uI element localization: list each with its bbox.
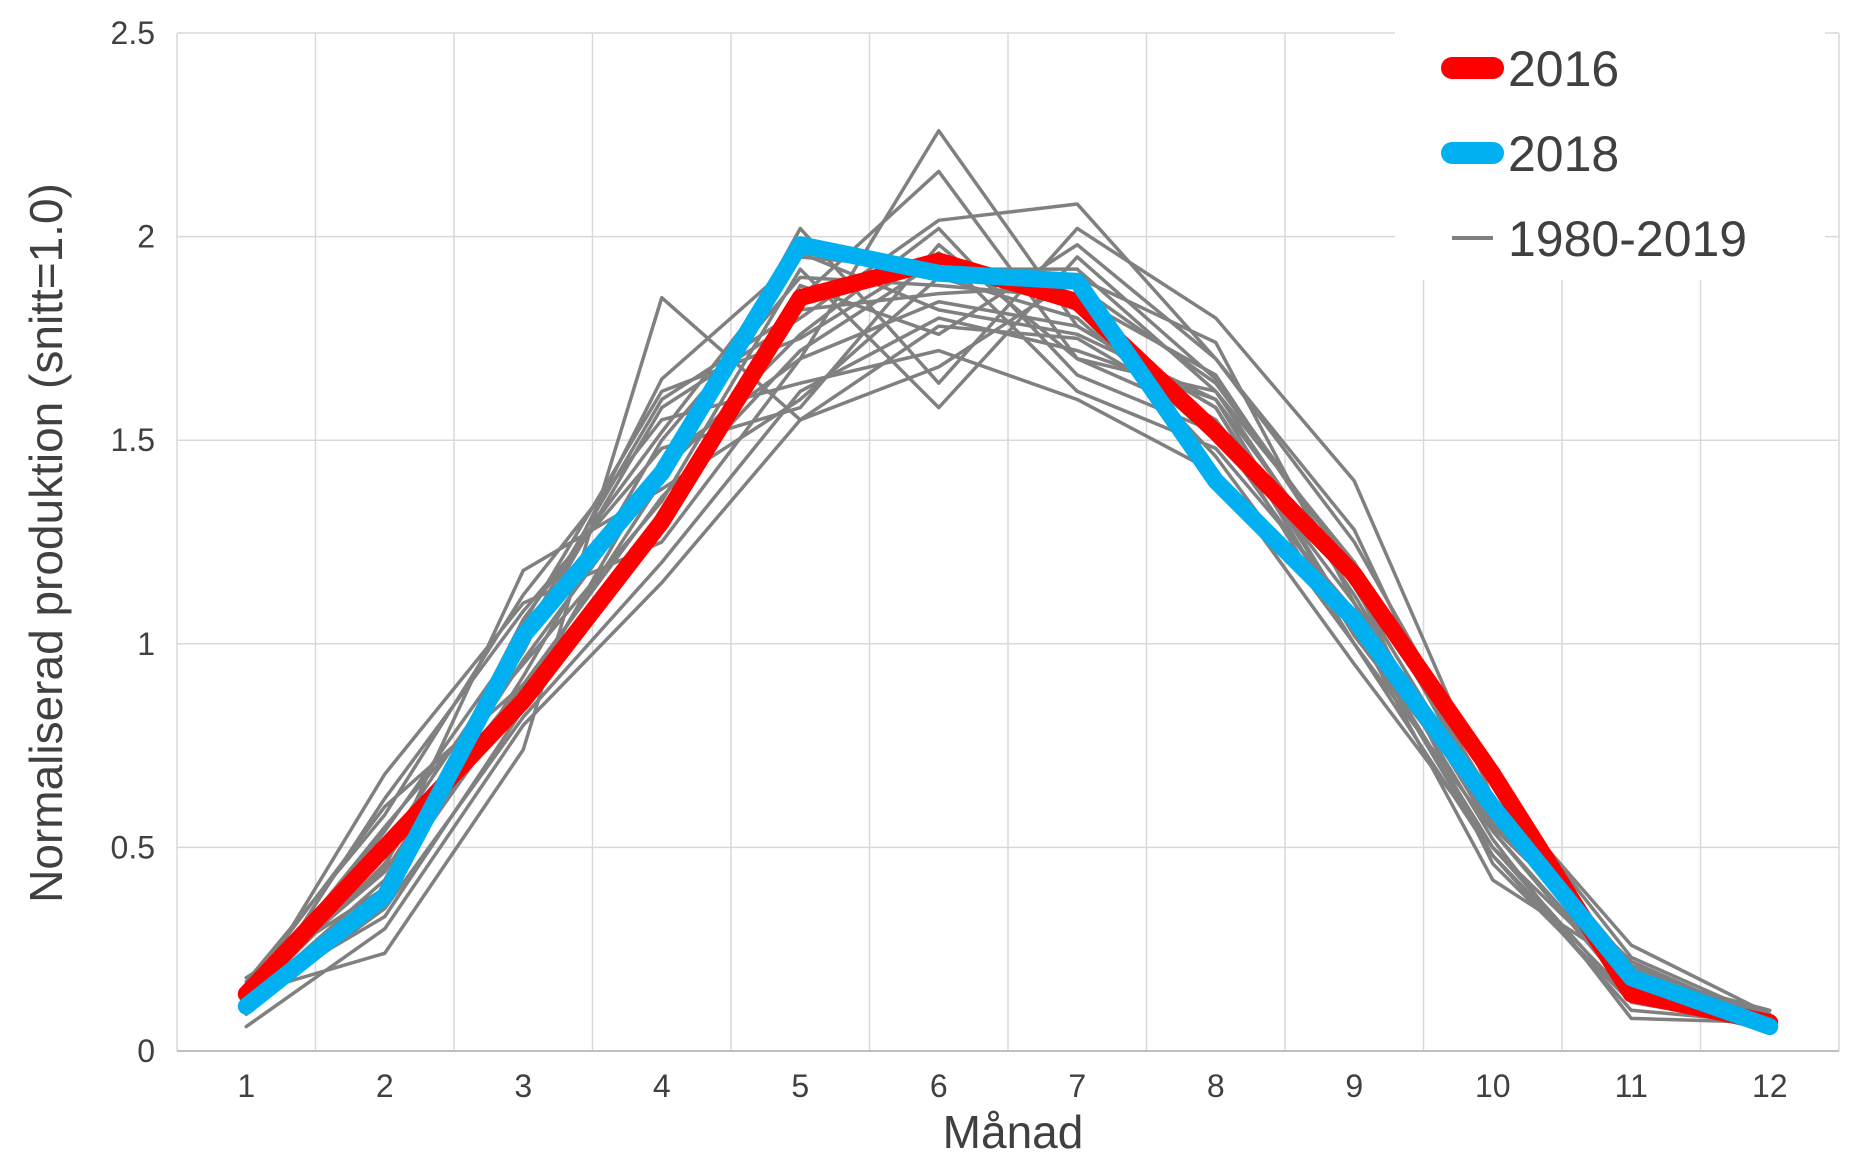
x-tick-label: 5 bbox=[791, 1068, 809, 1104]
legend-label-2018: 2018 bbox=[1508, 126, 1619, 182]
x-tick-label: 7 bbox=[1068, 1068, 1086, 1104]
tick-labels: 00.511.522.51 2 3 4 5 6 7 8 9 10 11 12 bbox=[111, 15, 1788, 1104]
y-tick-label: 1 bbox=[137, 626, 155, 662]
legend-label-1980-2019: 1980-2019 bbox=[1508, 211, 1747, 267]
y-axis-title: Normaliserad produktion (snitt=1.0) bbox=[20, 183, 72, 903]
x-tick-label: 3 bbox=[514, 1068, 532, 1104]
x-tick-label: 6 bbox=[930, 1068, 948, 1104]
series-line-2018 bbox=[237, 236, 1779, 1036]
x-tick-label: 9 bbox=[1345, 1068, 1363, 1104]
y-tick-label: 0.5 bbox=[111, 829, 155, 865]
legend: 2016 2018 1980-2019 bbox=[1395, 18, 1825, 280]
y-tick-label: 2 bbox=[137, 219, 155, 255]
y-tick-label: 2.5 bbox=[111, 15, 155, 51]
legend-label-2016: 2016 bbox=[1508, 41, 1619, 97]
x-tick-label: 11 bbox=[1615, 1068, 1648, 1104]
x-axis-title: Månad bbox=[943, 1106, 1084, 1158]
x-tick-label: 8 bbox=[1207, 1068, 1225, 1104]
x-tick-label: 4 bbox=[653, 1068, 671, 1104]
x-tick-label: 12 bbox=[1752, 1068, 1788, 1104]
x-tick-label: 1 bbox=[237, 1068, 255, 1104]
y-tick-label: 0 bbox=[137, 1033, 155, 1069]
background-series-line bbox=[244, 348, 1772, 1025]
y-tick-label: 1.5 bbox=[111, 422, 155, 458]
x-tick-label: 10 bbox=[1475, 1068, 1511, 1104]
highlight-series-group bbox=[237, 236, 1779, 1036]
x-tick-label: 2 bbox=[376, 1068, 394, 1104]
